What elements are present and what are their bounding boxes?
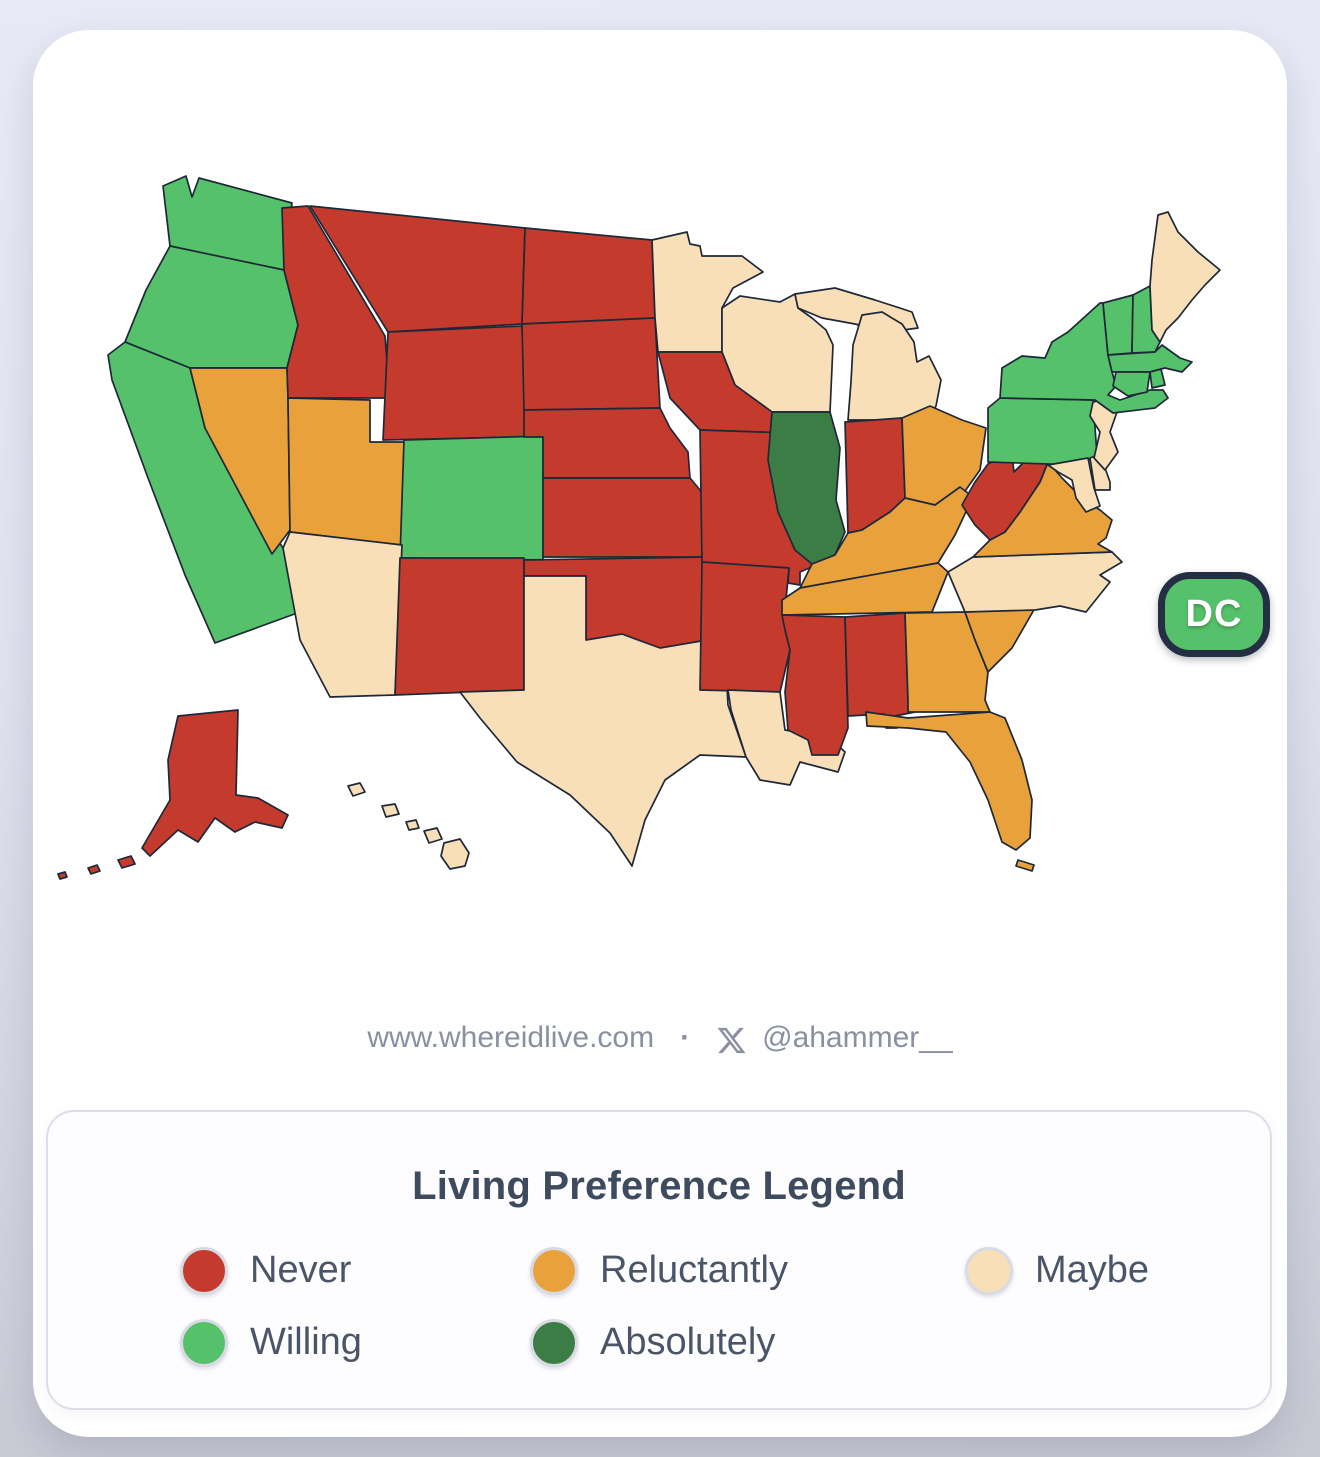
state-alabama[interactable] — [844, 612, 916, 729]
state-hawaii[interactable] — [347, 782, 470, 870]
dc-badge[interactable]: DC — [1158, 572, 1270, 657]
legend-item-never: Never — [180, 1246, 530, 1295]
state-nebraska[interactable] — [523, 407, 691, 479]
website-url: www.whereidlive.com — [367, 1021, 655, 1054]
dc-badge-label: DC — [1185, 593, 1243, 635]
state-rhode-island[interactable] — [1149, 368, 1166, 389]
legend-swatch-willing — [180, 1318, 228, 1367]
footer-attribution: www.whereidlive.com · @ahammer__ — [0, 1014, 1320, 1062]
state-texas[interactable] — [459, 575, 747, 867]
state-vermont[interactable] — [1102, 294, 1134, 356]
state-pennsylvania[interactable] — [987, 397, 1098, 466]
state-louisiana[interactable] — [727, 689, 846, 786]
state-maryland[interactable] — [1047, 457, 1101, 513]
legend-swatch-never — [180, 1246, 228, 1295]
legend-swatch-maybe — [965, 1246, 1013, 1295]
state-colorado[interactable] — [399, 435, 544, 561]
legend-label-absolutely: Absolutely — [600, 1321, 776, 1363]
x-logo-icon — [717, 1027, 746, 1053]
legend-label-never: Never — [250, 1249, 352, 1291]
us-map — [57, 175, 1221, 880]
legend-swatch-reluctantly — [530, 1246, 578, 1295]
state-arizona[interactable] — [282, 531, 403, 698]
legend-grid: Never Reluctantly Maybe Willing Absolute… — [180, 1246, 1270, 1367]
state-connecticut[interactable] — [1112, 371, 1151, 397]
state-arkansas[interactable] — [699, 561, 791, 693]
state-michigan[interactable] — [794, 287, 942, 421]
legend-label-willing: Willing — [250, 1321, 362, 1363]
legend-card: Living Preference Legend Never Reluctant… — [46, 1110, 1272, 1410]
state-north-dakota[interactable] — [521, 227, 656, 325]
state-wyoming[interactable] — [382, 325, 527, 441]
x-handle: @ahammer__ — [762, 1021, 953, 1054]
state-new-mexico[interactable] — [394, 557, 525, 696]
state-kansas[interactable] — [542, 477, 708, 558]
dot-separator: · — [680, 1021, 691, 1054]
state-alaska[interactable] — [57, 709, 289, 880]
legend-label-reluctantly: Reluctantly — [600, 1249, 788, 1291]
legend-item-reluctantly: Reluctantly — [530, 1246, 965, 1295]
state-maine[interactable] — [1149, 211, 1221, 343]
legend-label-maybe: Maybe — [1035, 1249, 1150, 1291]
legend-item-absolutely: Absolutely — [530, 1318, 965, 1367]
state-florida[interactable] — [865, 711, 1035, 872]
state-south-dakota[interactable] — [521, 317, 661, 411]
legend-swatch-absolutely — [530, 1318, 578, 1367]
legend-item-maybe: Maybe — [965, 1246, 1270, 1295]
state-north-carolina[interactable] — [947, 551, 1123, 613]
legend-title: Living Preference Legend — [412, 1164, 906, 1208]
legend-item-willing: Willing — [180, 1318, 530, 1367]
